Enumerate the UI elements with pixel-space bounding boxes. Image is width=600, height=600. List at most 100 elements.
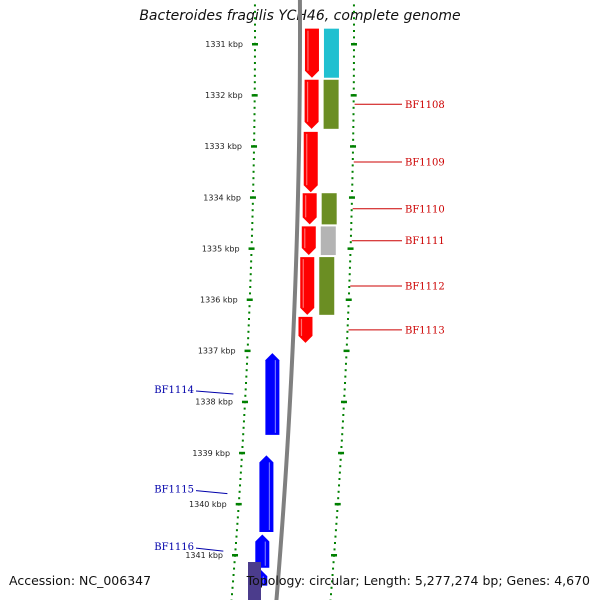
- gene-label: BF1113: [405, 325, 445, 336]
- outer-major-tick: [340, 400, 347, 404]
- kbp-tick-label: 1339 kbp: [192, 449, 230, 458]
- inner-tick-dot: [252, 177, 255, 180]
- outer-tick-dot: [338, 478, 341, 480]
- forward-gene-arrow: [304, 79, 319, 129]
- outer-tick-dot: [331, 574, 334, 576]
- inner-tick-dot: [252, 151, 255, 154]
- inner-tick-dot: [247, 318, 250, 320]
- outer-major-tick: [348, 196, 355, 199]
- cog-category-block: [323, 79, 339, 129]
- outer-tick-dot: [351, 151, 354, 154]
- outer-tick-dot: [353, 23, 355, 26]
- outer-tick-dot: [342, 414, 345, 416]
- inner-tick-dot: [233, 567, 236, 570]
- outer-tick-dot: [349, 260, 352, 263]
- kbp-tick-label: 1334 kbp: [203, 193, 241, 202]
- gene-label: BF1112: [405, 281, 445, 292]
- forward-gene-arrow: [300, 257, 315, 315]
- forward-gene-arrow: [301, 226, 316, 256]
- forward-gene-arrow: [302, 193, 317, 225]
- outer-tick-dot: [346, 318, 349, 320]
- outer-tick-dot: [340, 446, 343, 448]
- inner-tick-dot: [232, 580, 235, 583]
- outer-tick-dot: [335, 522, 338, 525]
- inner-tick-dot: [239, 471, 242, 474]
- inner-tick-dot: [252, 170, 255, 173]
- outer-tick-dot: [332, 567, 335, 570]
- outer-major-tick: [343, 349, 350, 353]
- gene-label-leader: [195, 490, 228, 495]
- inner-tick-dot: [245, 369, 248, 372]
- inner-tick-dot: [242, 433, 245, 436]
- inner-tick-dot: [249, 273, 252, 276]
- gene-label-leader: [195, 547, 224, 552]
- outer-tick-dot: [344, 362, 347, 365]
- outer-tick-dot: [352, 132, 355, 135]
- inner-tick-dot: [236, 522, 239, 525]
- inner-tick-dot: [248, 311, 251, 314]
- inner-tick-dot: [253, 106, 256, 109]
- forward-gene-arrow: [303, 131, 318, 193]
- outer-tick-dot: [331, 580, 334, 583]
- kbp-tick-label: 1335 kbp: [202, 244, 240, 253]
- outer-tick-dot: [344, 382, 347, 384]
- outer-tick-dot: [350, 209, 353, 212]
- outer-tick-dot: [352, 4, 355, 7]
- outer-tick-dot: [350, 202, 353, 205]
- outer-tick-dot: [330, 593, 332, 596]
- inner-tick-dot: [244, 394, 247, 397]
- gene-label: BF1111: [405, 236, 445, 247]
- outer-tick-dot: [350, 222, 353, 224]
- outer-tick-dot: [351, 177, 354, 180]
- inner-tick-dot: [251, 209, 254, 212]
- inner-tick-dot: [242, 426, 245, 429]
- outer-tick-dot: [341, 433, 344, 436]
- outer-tick-dot: [352, 106, 355, 109]
- inner-tick-dot: [253, 55, 256, 58]
- inner-tick-dot: [253, 126, 256, 128]
- inner-tick-dot: [254, 36, 256, 39]
- outer-major-tick: [334, 502, 341, 506]
- outer-tick-dot: [346, 337, 349, 340]
- inner-tick-dot: [250, 260, 253, 263]
- kbp-major-tick: [249, 196, 256, 199]
- outer-tick-dot: [352, 74, 355, 77]
- kbp-tick-label: 1336 kbp: [200, 296, 238, 305]
- inner-tick-dot: [241, 439, 244, 442]
- inner-tick-dot: [250, 254, 253, 256]
- outer-tick-dot: [348, 273, 351, 276]
- inner-tick-dot: [250, 241, 253, 244]
- inner-tick-dot: [233, 561, 236, 564]
- inner-tick-dot: [236, 516, 239, 519]
- outer-tick-dot: [347, 305, 350, 308]
- outer-tick-dot: [351, 190, 354, 192]
- outer-tick-dot: [344, 375, 347, 378]
- inner-tick-dot: [253, 62, 256, 64]
- outer-tick-dot: [333, 548, 336, 551]
- inner-tick-dot: [254, 30, 256, 32]
- outer-tick-dot: [340, 439, 343, 442]
- inner-tick-dot: [232, 574, 235, 576]
- inner-tick-dot: [249, 279, 252, 282]
- inner-tick-dot: [239, 484, 242, 487]
- inner-tick-dot: [231, 593, 233, 596]
- outer-tick-dot: [350, 228, 353, 231]
- outer-tick-dot: [347, 311, 350, 314]
- kbp-major-tick: [251, 145, 258, 148]
- outer-tick-dot: [341, 426, 344, 429]
- outer-tick-dot: [343, 388, 346, 391]
- outer-tick-dot: [335, 516, 338, 519]
- outer-tick-dot: [348, 279, 351, 282]
- inner-tick-dot: [243, 407, 246, 410]
- outer-tick-dot: [348, 266, 351, 269]
- outer-tick-dot: [330, 586, 333, 589]
- reverse-gene-arrow: [259, 455, 274, 532]
- kbp-major-tick: [246, 298, 253, 301]
- kbp-tick-label: 1332 kbp: [205, 91, 243, 100]
- inner-tick-dot: [253, 49, 256, 52]
- outer-tick-dot: [352, 17, 355, 20]
- inner-tick-dot: [251, 215, 254, 218]
- outer-major-tick: [345, 298, 352, 301]
- outer-tick-dot: [352, 113, 355, 116]
- outer-tick-dot: [351, 164, 354, 167]
